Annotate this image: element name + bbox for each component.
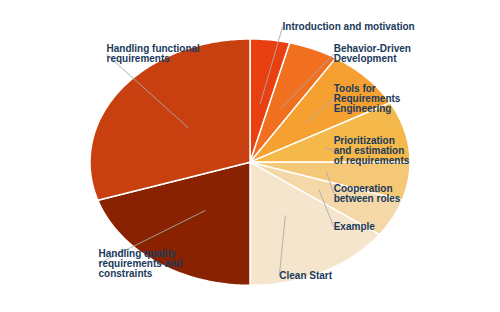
svg-text:Clean Start: Clean Start <box>279 270 332 281</box>
svg-text:Behavior-DrivenDevelopment: Behavior-DrivenDevelopment <box>334 43 411 64</box>
svg-text:Handling functionalrequirement: Handling functionalrequirements <box>107 43 201 64</box>
svg-text:Tools forRequirementsEngineeri: Tools forRequirementsEngineering <box>334 83 401 114</box>
svg-text:Cooperationbetween roles: Cooperationbetween roles <box>334 183 401 204</box>
svg-text:Prioritizationand estimationof: Prioritizationand estimationof requireme… <box>334 135 410 166</box>
svg-text:Introduction and motivation: Introduction and motivation <box>283 21 415 32</box>
svg-text:Handling qualityrequirements a: Handling qualityrequirements andconstrai… <box>99 248 183 279</box>
svg-text:Example: Example <box>334 221 376 232</box>
